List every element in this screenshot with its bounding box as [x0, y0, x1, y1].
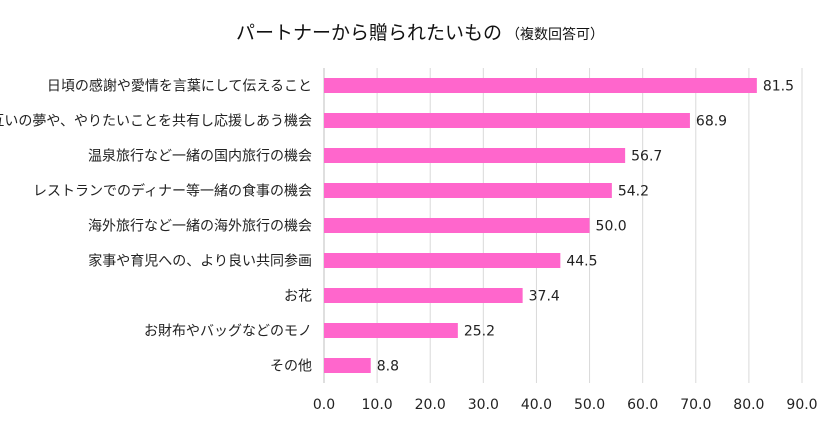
data-label: 37.4: [529, 289, 560, 305]
x-tick-label: 30.0: [468, 397, 499, 413]
x-tick-label: 0.0: [313, 397, 335, 413]
category-label: 海外旅行など一緒の海外旅行の機会: [88, 219, 312, 235]
x-tick-label: 90.0: [786, 397, 817, 413]
chart-title-block: パートナーから贈られたいもの （複数回答可）: [0, 18, 840, 45]
category-label: レストランでのディナー等一緒の食事の機会: [33, 183, 312, 200]
x-tick-label: 80.0: [733, 397, 764, 413]
bar: [324, 148, 626, 163]
bar: [324, 218, 590, 233]
category-label: 日頃の感謝や愛情を言葉にして伝えること: [47, 78, 312, 95]
category-label: 互いの夢や、やりたいことを共有し応援しあう機会: [0, 114, 312, 130]
category-label: お花: [284, 289, 312, 305]
data-label: 44.5: [566, 254, 597, 270]
chart-title: パートナーから贈られたいもの: [235, 22, 502, 44]
x-tick-label: 50.0: [574, 397, 605, 413]
x-tick-label: 70.0: [680, 397, 711, 413]
data-label: 25.2: [464, 324, 495, 340]
x-tick-label: 60.0: [627, 397, 658, 413]
bar: [324, 323, 458, 338]
bar: [324, 358, 371, 373]
category-label: その他: [270, 359, 312, 375]
category-label: お財布やバッグなどのモノ: [144, 324, 312, 340]
data-label: 54.2: [618, 184, 649, 200]
bar: [324, 78, 757, 93]
bar: [324, 288, 523, 303]
category-label: 温泉旅行など一緒の国内旅行の機会: [88, 148, 312, 165]
data-label: 68.9: [696, 114, 727, 130]
x-tick-label: 10.0: [362, 397, 393, 413]
data-label: 56.7: [631, 149, 662, 165]
data-label: 50.0: [596, 219, 627, 235]
chart-subtitle: （複数回答可）: [506, 27, 604, 43]
data-label: 81.5: [763, 79, 794, 95]
category-label: 家事や育児への、より良い共同参画: [88, 253, 312, 270]
bar: [324, 253, 561, 268]
data-label: 8.8: [377, 359, 399, 375]
bar: [324, 113, 690, 128]
bar: [324, 183, 612, 198]
x-tick-label: 40.0: [521, 397, 552, 413]
x-tick-label: 20.0: [415, 397, 446, 413]
